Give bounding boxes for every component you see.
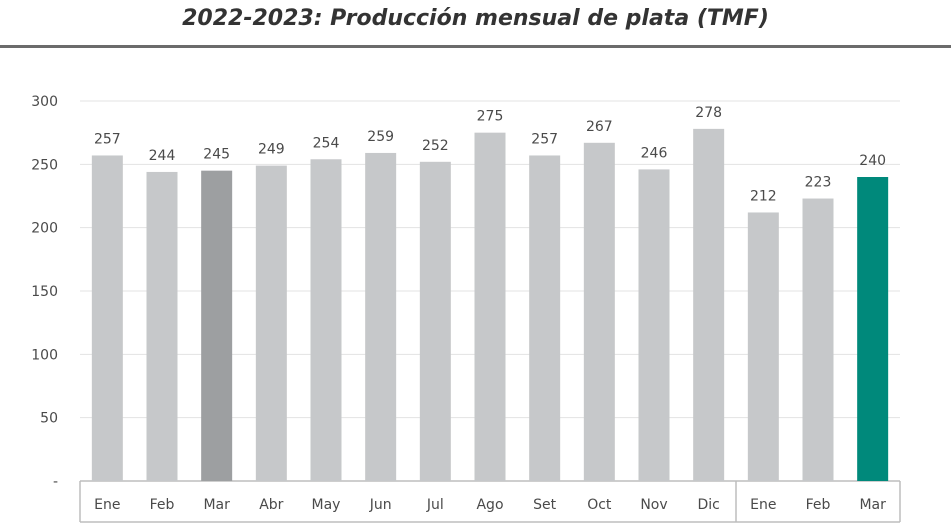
chart-title: 2022-2023: Producción mensual de plata (… — [182, 6, 769, 31]
bar — [857, 177, 889, 481]
bar — [747, 212, 779, 481]
bar — [201, 170, 233, 481]
bar-value-label: 223 — [805, 175, 832, 191]
bar-value-label: 240 — [859, 153, 886, 169]
y-tick-label: 300 — [31, 94, 58, 110]
bar — [638, 169, 670, 481]
bar-value-label: 244 — [149, 148, 176, 164]
bar-value-label: 275 — [477, 109, 504, 125]
bar — [802, 198, 834, 482]
bar-value-label: 254 — [313, 135, 340, 151]
bar-value-label: 249 — [258, 142, 285, 158]
y-tick-label: 250 — [31, 157, 58, 173]
bar — [255, 165, 287, 481]
bar-value-label: 257 — [94, 131, 121, 147]
bar — [146, 171, 178, 481]
bar — [365, 152, 397, 481]
chart-title-area: 2022-2023: Producción mensual de plata (… — [0, 0, 951, 46]
x-tick-label: Dic — [697, 497, 719, 513]
y-tick-label: 50 — [40, 411, 58, 427]
bar-value-label: 246 — [641, 145, 668, 161]
y-tick-label: 150 — [31, 284, 58, 300]
y-tick-label: 100 — [31, 347, 58, 363]
x-tick-label: Mar — [203, 497, 230, 513]
x-tick-label: Jun — [369, 497, 392, 513]
bar — [310, 159, 342, 481]
y-tick-label: - — [53, 474, 58, 490]
bar — [529, 155, 561, 481]
x-tick-label: Set — [533, 497, 557, 513]
bar-value-label: 252 — [422, 138, 449, 154]
bar — [91, 155, 123, 481]
bar-value-label: 212 — [750, 188, 777, 204]
bar-value-label: 245 — [203, 147, 230, 163]
x-tick-label: Ago — [476, 497, 503, 513]
x-tick-label: Oct — [587, 497, 612, 513]
bar-value-label: 257 — [531, 131, 558, 147]
x-tick-label: Nov — [640, 497, 667, 513]
x-tick-label: Abr — [259, 497, 283, 513]
bar-value-label: 267 — [586, 119, 613, 135]
bar — [583, 142, 615, 482]
x-tick-label: Jul — [426, 497, 444, 513]
bar — [474, 132, 506, 481]
x-tick-label: Ene — [94, 497, 120, 513]
bar — [419, 161, 451, 482]
x-tick-label: Mar — [859, 497, 886, 513]
x-tick-label: Feb — [150, 497, 175, 513]
x-tick-label: May — [312, 497, 341, 513]
bar-value-label: 278 — [695, 105, 722, 121]
bar-value-label: 259 — [367, 129, 394, 145]
x-tick-label: Ene — [750, 497, 776, 513]
y-tick-label: 200 — [31, 221, 58, 237]
bar — [693, 128, 725, 481]
title-divider — [0, 45, 951, 48]
x-tick-label: Feb — [806, 497, 831, 513]
